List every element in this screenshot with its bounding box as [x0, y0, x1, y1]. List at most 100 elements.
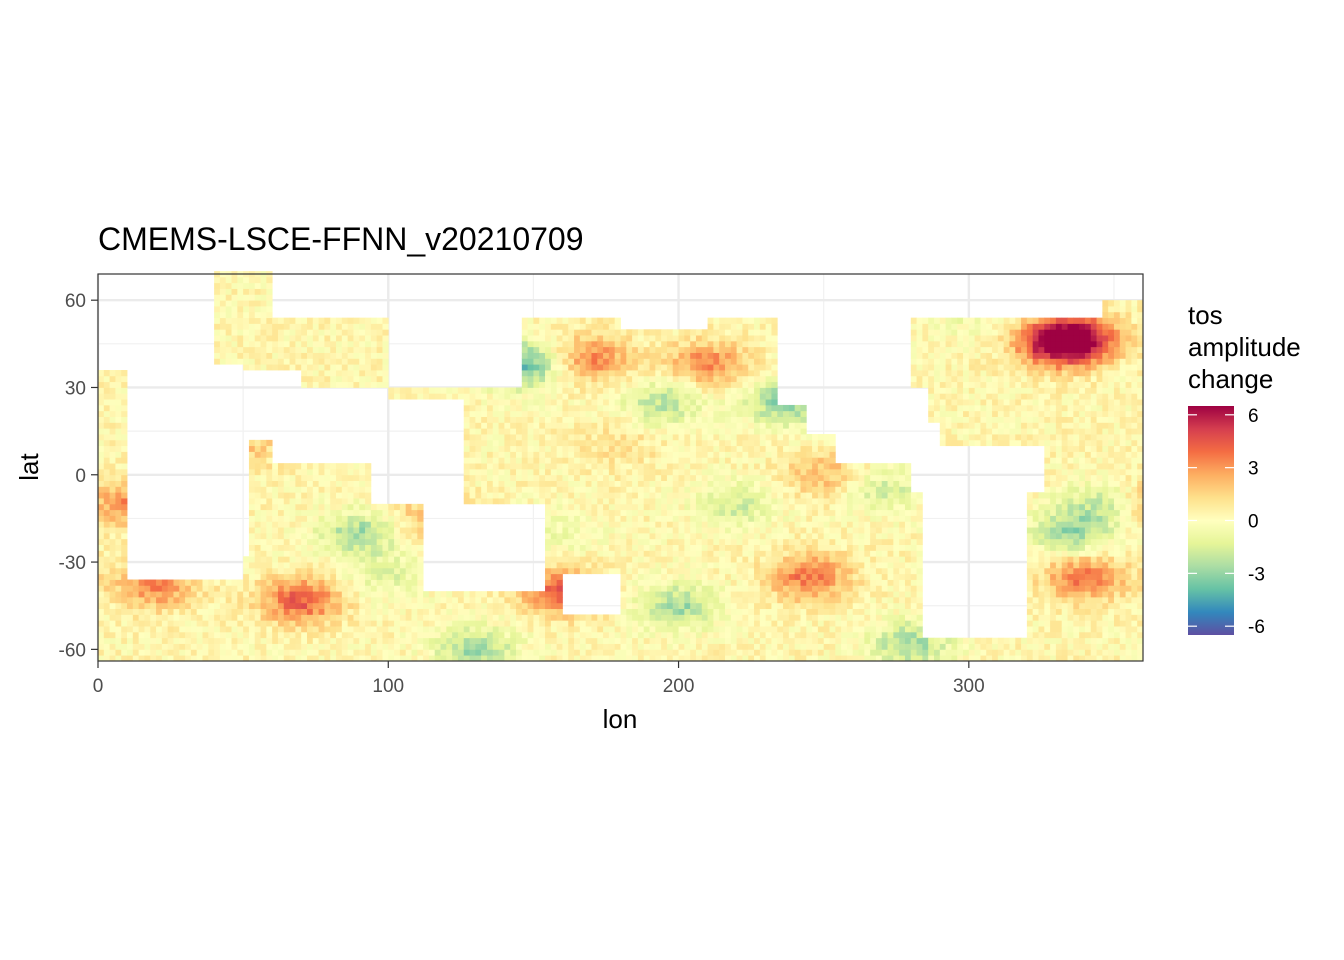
- heatmap-cell: [481, 644, 487, 650]
- heatmap-cell: [667, 481, 673, 487]
- heatmap-cell: [766, 347, 772, 353]
- heatmap-cell: [301, 609, 307, 615]
- heatmap-cell: [371, 550, 377, 556]
- heatmap-cell: [98, 446, 104, 452]
- heatmap-cell: [353, 568, 359, 574]
- heatmap-cell: [708, 393, 714, 399]
- heatmap-cell: [621, 562, 627, 568]
- heatmap-cell: [214, 644, 220, 650]
- heatmap-cell: [232, 603, 238, 609]
- heatmap-cell: [679, 411, 685, 417]
- heatmap-cell: [621, 469, 627, 475]
- heatmap-cell: [504, 649, 510, 655]
- heatmap-cell: [742, 353, 748, 359]
- heatmap-cell: [121, 411, 127, 417]
- heatmap-cell: [667, 550, 673, 556]
- heatmap-cell: [696, 434, 702, 440]
- heatmap-cell: [708, 329, 714, 335]
- heatmap-cell: [655, 382, 661, 388]
- heatmap-cell: [261, 335, 267, 341]
- heatmap-cell: [301, 527, 307, 533]
- heatmap-cell: [713, 556, 719, 562]
- heatmap-cell: [290, 603, 296, 609]
- heatmap-cell: [661, 527, 667, 533]
- heatmap-cell: [719, 568, 725, 574]
- heatmap-cell: [626, 370, 632, 376]
- heatmap-cell: [301, 580, 307, 586]
- heatmap-cell: [417, 527, 423, 533]
- heatmap-cell: [679, 329, 685, 335]
- heatmap-cell: [110, 399, 116, 405]
- heatmap-cell: [644, 335, 650, 341]
- heatmap-cell: [464, 620, 470, 626]
- heatmap-cell: [783, 562, 789, 568]
- heatmap-cell: [470, 492, 476, 498]
- heatmap-cell: [713, 562, 719, 568]
- heatmap-cell: [655, 609, 661, 615]
- heatmap-cell: [359, 323, 365, 329]
- heatmap-cell: [98, 481, 104, 487]
- heatmap-cell: [737, 428, 743, 434]
- heatmap-cell: [673, 626, 679, 632]
- heatmap-cell: [754, 527, 760, 533]
- heatmap-cell: [115, 609, 121, 615]
- heatmap-cell: [127, 638, 133, 644]
- heatmap-cell: [708, 452, 714, 458]
- heatmap-cell: [470, 620, 476, 626]
- heatmap-cell: [777, 486, 783, 492]
- heatmap-cell: [597, 626, 603, 632]
- heatmap-cell: [644, 358, 650, 364]
- heatmap-cell: [713, 469, 719, 475]
- heatmap-cell: [580, 620, 586, 626]
- heatmap-cell: [603, 620, 609, 626]
- heatmap-cell: [522, 609, 528, 615]
- heatmap-cell: [574, 539, 580, 545]
- heatmap-cell: [510, 591, 516, 597]
- heatmap-cell: [719, 591, 725, 597]
- heatmap-cell: [98, 545, 104, 551]
- heatmap-cell: [266, 353, 272, 359]
- heatmap-cell: [528, 644, 534, 650]
- heatmap-cell: [475, 597, 481, 603]
- heatmap-cell: [603, 568, 609, 574]
- heatmap-cell: [255, 353, 261, 359]
- heatmap-cell: [475, 475, 481, 481]
- heatmap-cell: [638, 440, 644, 446]
- heatmap-cell: [307, 353, 313, 359]
- heatmap-cell: [406, 632, 412, 638]
- heatmap-cell: [522, 341, 528, 347]
- heatmap-cell: [719, 329, 725, 335]
- heatmap-cell: [203, 649, 209, 655]
- heatmap-cell: [487, 632, 493, 638]
- heatmap-cell: [731, 446, 737, 452]
- heatmap-cell: [290, 626, 296, 632]
- heatmap-cell: [621, 486, 627, 492]
- heatmap-cell: [406, 527, 412, 533]
- heatmap-cell: [272, 486, 278, 492]
- heatmap-cell: [295, 638, 301, 644]
- heatmap-cell: [336, 335, 342, 341]
- heatmap-cell: [650, 486, 656, 492]
- heatmap-cell: [307, 516, 313, 522]
- heatmap-cell: [742, 614, 748, 620]
- heatmap-cell: [313, 620, 319, 626]
- heatmap-cell: [696, 562, 702, 568]
- heatmap-cell: [382, 504, 388, 510]
- heatmap-cell: [679, 510, 685, 516]
- heatmap-cell: [290, 329, 296, 335]
- heatmap-cell: [510, 452, 516, 458]
- heatmap-cell: [626, 358, 632, 364]
- heatmap-cell: [365, 603, 371, 609]
- heatmap-cell: [638, 358, 644, 364]
- heatmap-cell: [377, 574, 383, 580]
- heatmap-cell: [661, 539, 667, 545]
- heatmap-cell: [110, 475, 116, 481]
- heatmap-cell: [371, 533, 377, 539]
- heatmap-cell: [435, 609, 441, 615]
- heatmap-cell: [336, 580, 342, 586]
- heatmap-cell: [679, 486, 685, 492]
- heatmap-cell: [278, 510, 284, 516]
- heatmap-cell: [655, 387, 661, 393]
- heatmap-cell: [487, 486, 493, 492]
- heatmap-cell: [562, 527, 568, 533]
